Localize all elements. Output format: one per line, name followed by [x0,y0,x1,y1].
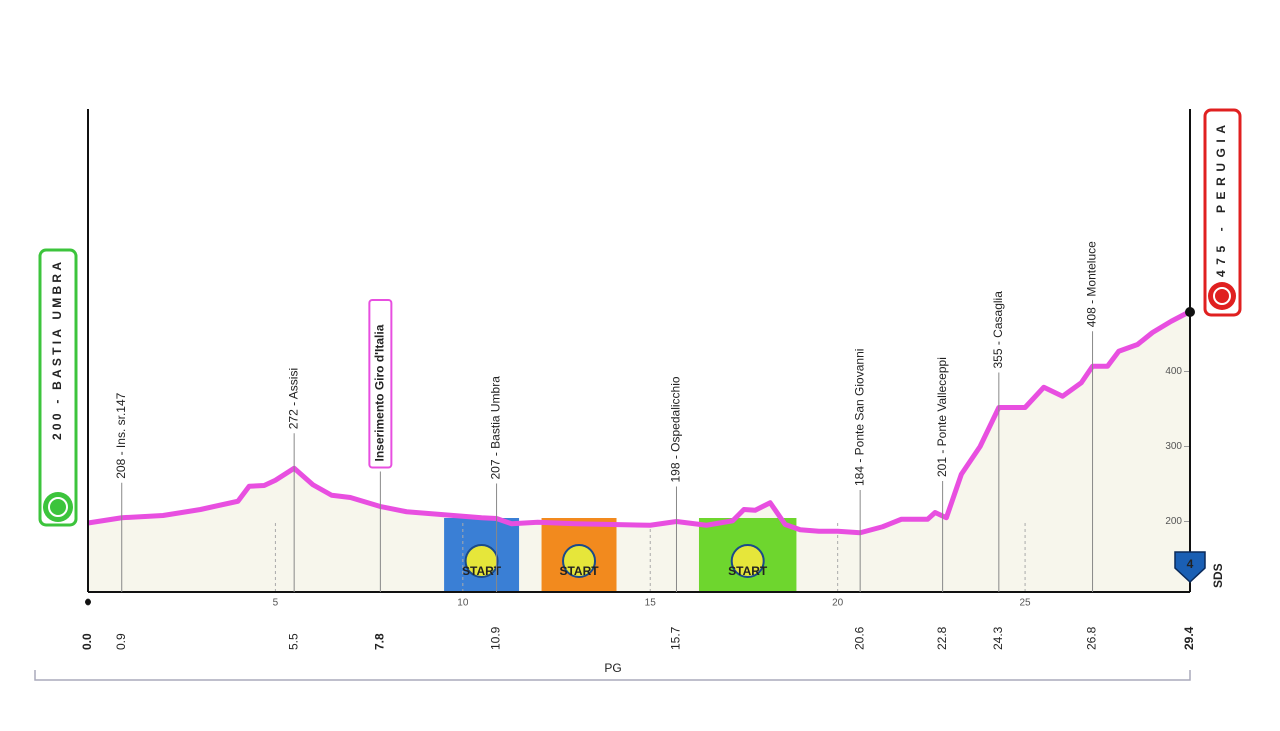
start-box [38,248,78,527]
region-bracket [34,670,1191,681]
badge-number: 4 [1187,557,1194,571]
waypoint-label: 201 - Ponte Valleceppi [935,357,949,477]
zone-icon [730,544,765,578]
zone-label: START [559,564,599,578]
y-tick-label: 400 [1165,366,1182,377]
waypoint-label: 272 - Assisi [286,368,300,429]
km-label: 0.9 [114,633,128,650]
zone-label: START [728,564,768,578]
waypoint-label: 355 - Casaglia [991,291,1005,369]
km-label: 0.0 [80,633,94,650]
region-label: PG [604,661,621,675]
waypoint-label: Inserimento Giro d'Italia [373,324,387,461]
profile-line [87,309,1192,536]
badge-shield [1174,551,1206,584]
finish-icon [1208,282,1236,310]
waypoint-box [368,299,393,469]
waypoint-label: 207 - Bastia Umbra [489,376,503,480]
finish-icon-ring [1213,287,1231,305]
x-tick-label: 10 [457,598,469,609]
y-tick-label: 200 [1165,516,1182,527]
km-label: 10.9 [489,626,503,650]
km-label: 29.4 [1182,626,1196,650]
km-label: 7.8 [373,633,387,650]
km-label: 26.8 [1085,626,1099,650]
start-icon [43,492,73,522]
waypoint-label: 184 - Ponte San Giovanni [852,349,866,486]
zone-icon [464,544,499,578]
start-point [85,599,91,605]
zone-label: START [462,564,502,578]
km-label: 5.5 [286,633,300,650]
finish-frame [1203,108,1242,317]
km-label: 20.6 [852,626,866,650]
area-fill [88,311,1190,592]
finish-point [1185,307,1195,317]
x-tick-label: 20 [832,598,844,609]
x-tick-label: 15 [645,598,657,609]
km-label: 22.8 [935,626,949,650]
km-label: 24.3 [991,626,1005,650]
x-tick-label: 25 [1020,598,1032,609]
waypoint-label: 408 - Monteluce [1085,241,1099,327]
start-label: 200 - BASTIA UMBRA [50,262,64,440]
start-icon-ring [48,497,68,517]
waypoint-label: 208 - Ins. sr.147 [114,392,128,478]
x-tick-label: 5 [273,598,279,609]
km-label: 15.7 [669,626,683,650]
zone-icon [562,544,597,578]
y-tick-label: 300 [1165,441,1182,452]
finish-box [1203,108,1242,317]
badge-label: SDS [1211,563,1225,588]
start-frame [38,248,78,527]
waypoint-label: 198 - Ospedalicchio [669,376,683,482]
